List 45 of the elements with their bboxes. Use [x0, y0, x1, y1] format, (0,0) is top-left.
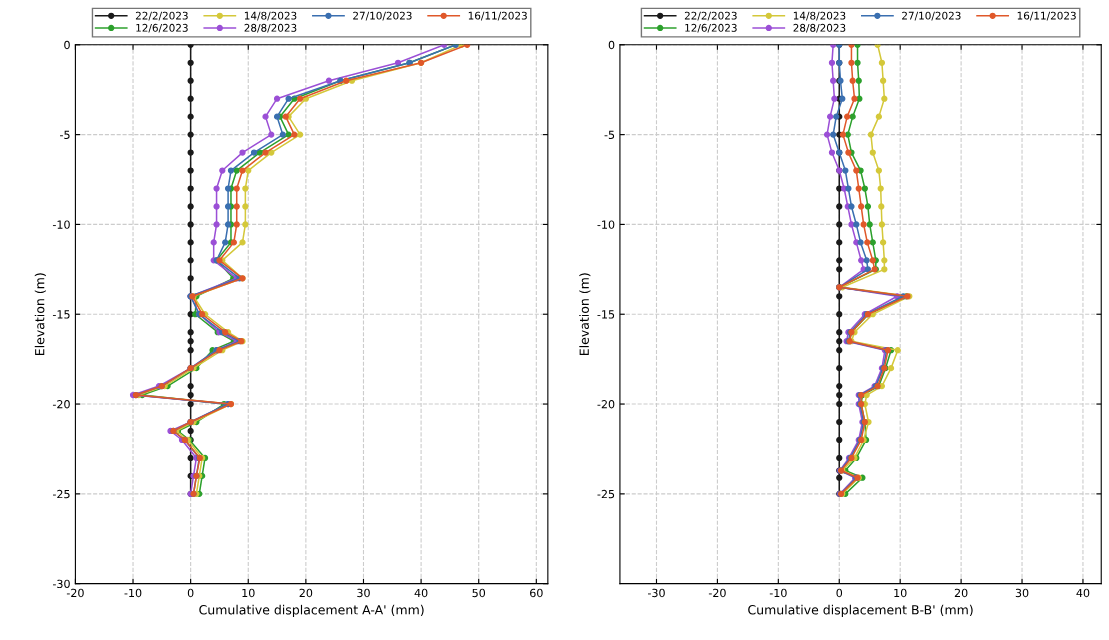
x-tick-label: -10	[124, 588, 142, 598]
x-tick-label: 0	[187, 588, 194, 598]
y-tick-label: -10	[597, 220, 615, 229]
y-tick-label: 0	[608, 40, 615, 50]
x-tick-label: 40	[414, 588, 428, 598]
legend-label: 28/8/2023	[793, 23, 846, 33]
x-tick-label: 0	[836, 588, 843, 598]
y-tick-label: -15	[597, 310, 615, 319]
x-tick-label: 30	[1015, 588, 1029, 598]
legend-label: 27/10/2023	[353, 11, 412, 21]
legend-label: 16/11/2023	[468, 11, 527, 21]
y-axis-title: Elevation (m)	[579, 273, 591, 355]
legend-label: 22/2/2023	[684, 11, 737, 21]
x-tick-label: -10	[769, 588, 787, 598]
x-tick-label: 20	[299, 588, 313, 598]
y-tick-label: 0	[64, 40, 70, 50]
y-tick-label: -20	[52, 400, 70, 409]
y-tick-label: -25	[597, 489, 615, 499]
x-tick-label: -20	[708, 588, 726, 598]
x-tick-label: 50	[472, 588, 486, 598]
y-tick-label: -5	[604, 130, 615, 139]
x-tick-label: -30	[647, 588, 665, 598]
x-tick-label: 30	[357, 588, 370, 598]
legend-label: 12/6/2023	[685, 23, 737, 33]
legend-label: 28/8/2023	[244, 23, 297, 33]
x-tick-label: 20	[954, 588, 968, 598]
y-tick-label: -30	[52, 579, 70, 589]
y-tick-label: -25	[52, 489, 70, 499]
x-tick-label: 10	[242, 588, 255, 598]
y-tick-label: -15	[52, 310, 70, 319]
y-tick-label: -5	[60, 130, 70, 139]
legend-label: 16/11/2023	[1017, 11, 1076, 21]
x-axis-title: Cumulative displacement A-A' (mm)	[199, 604, 424, 617]
legend-label: 14/8/2023	[244, 11, 297, 21]
legend-label: 22/2/2023	[135, 11, 188, 21]
legend-label: 14/8/2023	[793, 11, 846, 21]
y-tick-label: -20	[597, 400, 615, 409]
legend-label: 27/10/2023	[902, 11, 961, 21]
y-tick-label: -10	[52, 220, 70, 229]
x-tick-label: 60	[530, 588, 543, 598]
x-tick-label: 40	[1076, 588, 1090, 598]
legend-label: 12/6/2023	[136, 23, 188, 33]
y-axis-title: Elevation (m)	[34, 273, 46, 355]
x-tick-label: 10	[894, 588, 907, 598]
x-axis-title: Cumulative displacement B-B' (mm)	[748, 604, 973, 617]
